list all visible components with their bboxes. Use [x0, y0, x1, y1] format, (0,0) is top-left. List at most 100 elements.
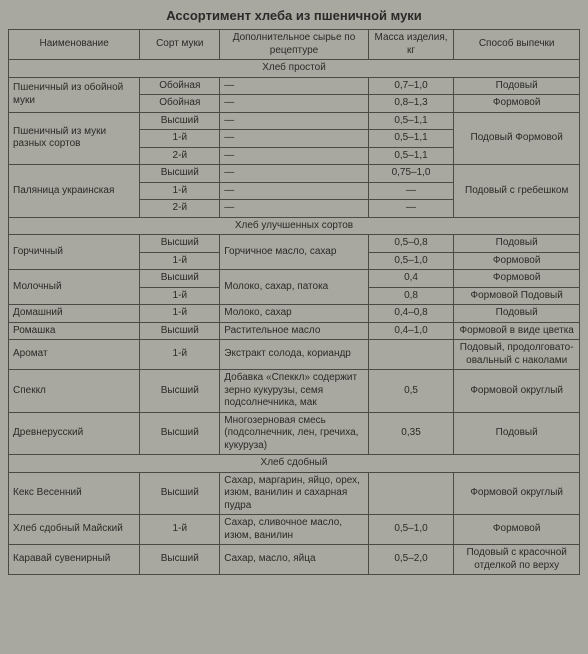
cell-method: Формовой: [454, 515, 580, 545]
cell-extra: Экстракт солода, кориандр: [220, 340, 368, 370]
cell-mass: [368, 472, 454, 515]
table-row: Домашний1-йМолоко, сахар0,4–0,8Подовый: [9, 305, 580, 323]
cell-name: Хлеб сдобный Майский: [9, 515, 140, 545]
col-name: Наименование: [9, 30, 140, 60]
col-method: Способ выпечки: [454, 30, 580, 60]
cell-extra: Растительное масло: [220, 322, 368, 340]
cell-name: Пшеничный из обойной муки: [9, 77, 140, 112]
cell-grade: 1-й: [140, 130, 220, 148]
cell-grade: Высший: [140, 112, 220, 130]
cell-name: Домашний: [9, 305, 140, 323]
cell-grade: Высший: [140, 472, 220, 515]
cell-extra: Сахар, сливочное масло, изюм, ванилин: [220, 515, 368, 545]
cell-name: Горчичный: [9, 235, 140, 270]
page-title: Ассортимент хлеба из пшеничной муки: [8, 8, 580, 23]
cell-mass: 0,4–0,8: [368, 305, 454, 323]
cell-mass: 0,5–2,0: [368, 545, 454, 575]
cell-grade: Обойная: [140, 77, 220, 95]
cell-mass: 0,5–1,1: [368, 130, 454, 148]
cell-grade: Высший: [140, 322, 220, 340]
cell-method: Подовый: [454, 235, 580, 253]
cell-grade: 1-й: [140, 287, 220, 305]
cell-mass: 0,7–1,0: [368, 77, 454, 95]
cell-grade: 1-й: [140, 182, 220, 200]
cell-mass: 0,5: [368, 370, 454, 413]
cell-name: Пшеничный из муки разных сортов: [9, 112, 140, 165]
table-row: Кекс ВесеннийВысшийСахар, маргарин, яйцо…: [9, 472, 580, 515]
cell-grade: Высший: [140, 545, 220, 575]
cell-method: Подовый: [454, 412, 580, 455]
cell-extra: Молоко, сахар: [220, 305, 368, 323]
cell-grade: 1-й: [140, 515, 220, 545]
table-row: Паляница украинскаяВысший—0,75–1,0Подовы…: [9, 165, 580, 183]
cell-name: Древнерусский: [9, 412, 140, 455]
table-row: Каравай сувенирныйВысшийСахар, масло, яй…: [9, 545, 580, 575]
cell-mass: 0,5–0,8: [368, 235, 454, 253]
col-extra: Дополнительное сырье по рецептуре: [220, 30, 368, 60]
cell-grade: Высший: [140, 370, 220, 413]
cell-method: Формовой округлый: [454, 370, 580, 413]
table-header-row: Наименование Сорт муки Дополнительное сы…: [9, 30, 580, 60]
cell-extra: —: [220, 95, 368, 113]
cell-name: Аромат: [9, 340, 140, 370]
cell-method: Формовой Подовый: [454, 287, 580, 305]
cell-extra: —: [220, 200, 368, 218]
bread-table: Наименование Сорт муки Дополнительное сы…: [8, 29, 580, 575]
cell-grade: Обойная: [140, 95, 220, 113]
col-grade: Сорт муки: [140, 30, 220, 60]
section-header-row: Хлеб улучшенных сортов: [9, 217, 580, 235]
cell-extra: —: [220, 130, 368, 148]
cell-method: Формовой: [454, 270, 580, 288]
cell-grade: 1-й: [140, 252, 220, 270]
cell-extra: Молоко, сахар, патока: [220, 270, 368, 305]
table-row: Пшеничный из обойной мукиОбойная—0,7–1,0…: [9, 77, 580, 95]
cell-mass: 0,5–1,0: [368, 515, 454, 545]
section-header: Хлеб сдобный: [9, 455, 580, 473]
cell-mass: 0,35: [368, 412, 454, 455]
table-row: МолочныйВысшийМолоко, сахар, патока0,4Фо…: [9, 270, 580, 288]
cell-name: Ромашка: [9, 322, 140, 340]
cell-method: Подовый: [454, 305, 580, 323]
cell-name: Молочный: [9, 270, 140, 305]
table-row: Аромат1-йЭкстракт солода, кориандрПодовы…: [9, 340, 580, 370]
cell-mass: —: [368, 182, 454, 200]
cell-method: Формовой: [454, 252, 580, 270]
cell-extra: Сахар, маргарин, яйцо, орех, изюм, ванил…: [220, 472, 368, 515]
section-header: Хлеб простой: [9, 60, 580, 78]
cell-mass: [368, 340, 454, 370]
cell-extra: Горчичное масло, сахар: [220, 235, 368, 270]
cell-extra: Добавка «Спеккл» содержит зерно кукурузы…: [220, 370, 368, 413]
cell-grade: 2-й: [140, 147, 220, 165]
cell-extra: Сахар, масло, яйца: [220, 545, 368, 575]
cell-method: Подовый с гребешком: [454, 165, 580, 218]
cell-extra: —: [220, 165, 368, 183]
cell-grade: Высший: [140, 165, 220, 183]
cell-grade: Высший: [140, 270, 220, 288]
cell-grade: 2-й: [140, 200, 220, 218]
col-mass: Масса изделия, кг: [368, 30, 454, 60]
cell-name: Каравай сувенирный: [9, 545, 140, 575]
cell-mass: 0,75–1,0: [368, 165, 454, 183]
cell-grade: 1-й: [140, 305, 220, 323]
table-row: РомашкаВысшийРастительное масло0,4–1,0Фо…: [9, 322, 580, 340]
cell-method: Подовый с красочной отделкой по верху: [454, 545, 580, 575]
cell-grade: 1-й: [140, 340, 220, 370]
cell-extra: —: [220, 77, 368, 95]
cell-grade: Высший: [140, 235, 220, 253]
section-header-row: Хлеб сдобный: [9, 455, 580, 473]
table-row: ГорчичныйВысшийГорчичное масло, сахар0,5…: [9, 235, 580, 253]
cell-method: Формовой округлый: [454, 472, 580, 515]
cell-mass: 0,8: [368, 287, 454, 305]
table-row: ДревнерусскийВысшийМногозерновая смесь (…: [9, 412, 580, 455]
cell-method: Подовый Формовой: [454, 112, 580, 165]
cell-extra: Многозерновая смесь (подсолнечник, лен, …: [220, 412, 368, 455]
cell-mass: 0,5–1,0: [368, 252, 454, 270]
cell-grade: Высший: [140, 412, 220, 455]
cell-extra: —: [220, 147, 368, 165]
cell-method: Подовый: [454, 77, 580, 95]
table-row: Хлеб сдобный Майский1-йСахар, сливочное …: [9, 515, 580, 545]
table-row: Пшеничный из муки разных сортовВысший—0,…: [9, 112, 580, 130]
cell-method: Формовой в виде цветка: [454, 322, 580, 340]
cell-name: Спеккл: [9, 370, 140, 413]
cell-mass: 0,8–1,3: [368, 95, 454, 113]
